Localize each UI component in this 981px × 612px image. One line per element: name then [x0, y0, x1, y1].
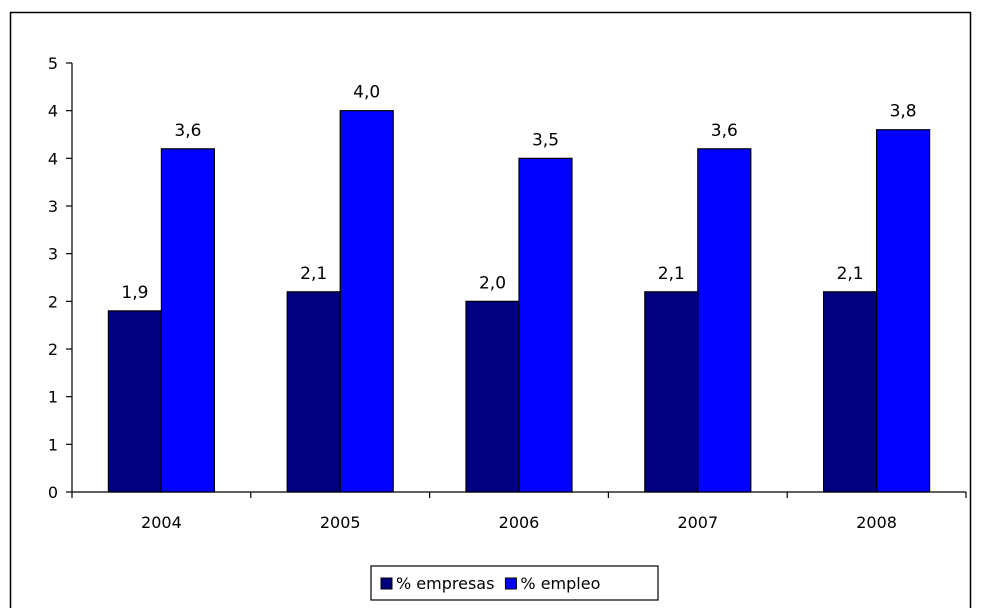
bar — [465, 300, 520, 493]
y-axis: 0 1 1 2 2 3 3 4 4 5 — [48, 54, 73, 502]
legend-swatch — [380, 577, 393, 590]
x-category-label: 2008 — [856, 513, 897, 532]
data-label: 2,1 — [658, 264, 685, 284]
legend-label: % empresas — [396, 574, 494, 593]
bar — [822, 291, 878, 493]
bars — [107, 110, 931, 493]
data-label: 4,0 — [353, 83, 380, 103]
bar — [339, 110, 394, 493]
data-label: 1,9 — [121, 283, 148, 303]
y-tick-label: 3 — [48, 197, 58, 216]
data-label: 2,1 — [300, 264, 327, 284]
x-category-label: 2005 — [320, 513, 361, 532]
legend: % empresas % empleo — [370, 565, 659, 601]
x-category-label: 2006 — [499, 513, 540, 532]
data-label: 3,6 — [174, 121, 201, 141]
y-tick-label: 5 — [48, 54, 58, 73]
y-tick-label: 2 — [48, 292, 58, 311]
data-label: 3,8 — [890, 102, 917, 122]
data-label: 2,0 — [479, 273, 506, 293]
y-tick-label: 4 — [48, 102, 58, 121]
x-axis: 2004 2005 2006 2007 2008 — [71, 491, 967, 532]
x-category-label: 2007 — [677, 513, 718, 532]
bar — [286, 291, 341, 493]
bar — [160, 148, 215, 493]
bar — [697, 148, 752, 493]
data-labels: 1,9 3,6 2,1 4,0 2,0 3,5 2,1 3,6 2,1 3,8 — [121, 83, 916, 303]
legend-swatch — [504, 577, 517, 590]
bar — [107, 310, 163, 493]
y-tick-label: 0 — [48, 483, 58, 502]
y-tick-label: 3 — [48, 245, 58, 264]
data-label: 2,1 — [837, 264, 864, 284]
y-tick-label: 4 — [48, 149, 58, 168]
bar — [518, 157, 573, 493]
y-tick-label: 1 — [48, 388, 58, 407]
data-label: 3,6 — [711, 121, 738, 141]
bar — [875, 129, 931, 493]
bar — [644, 291, 699, 493]
data-label: 3,5 — [532, 130, 559, 150]
x-category-label: 2004 — [141, 513, 182, 532]
legend-label: % empleo — [520, 574, 600, 593]
y-tick-label: 2 — [48, 340, 58, 359]
y-tick-label: 1 — [48, 435, 58, 454]
